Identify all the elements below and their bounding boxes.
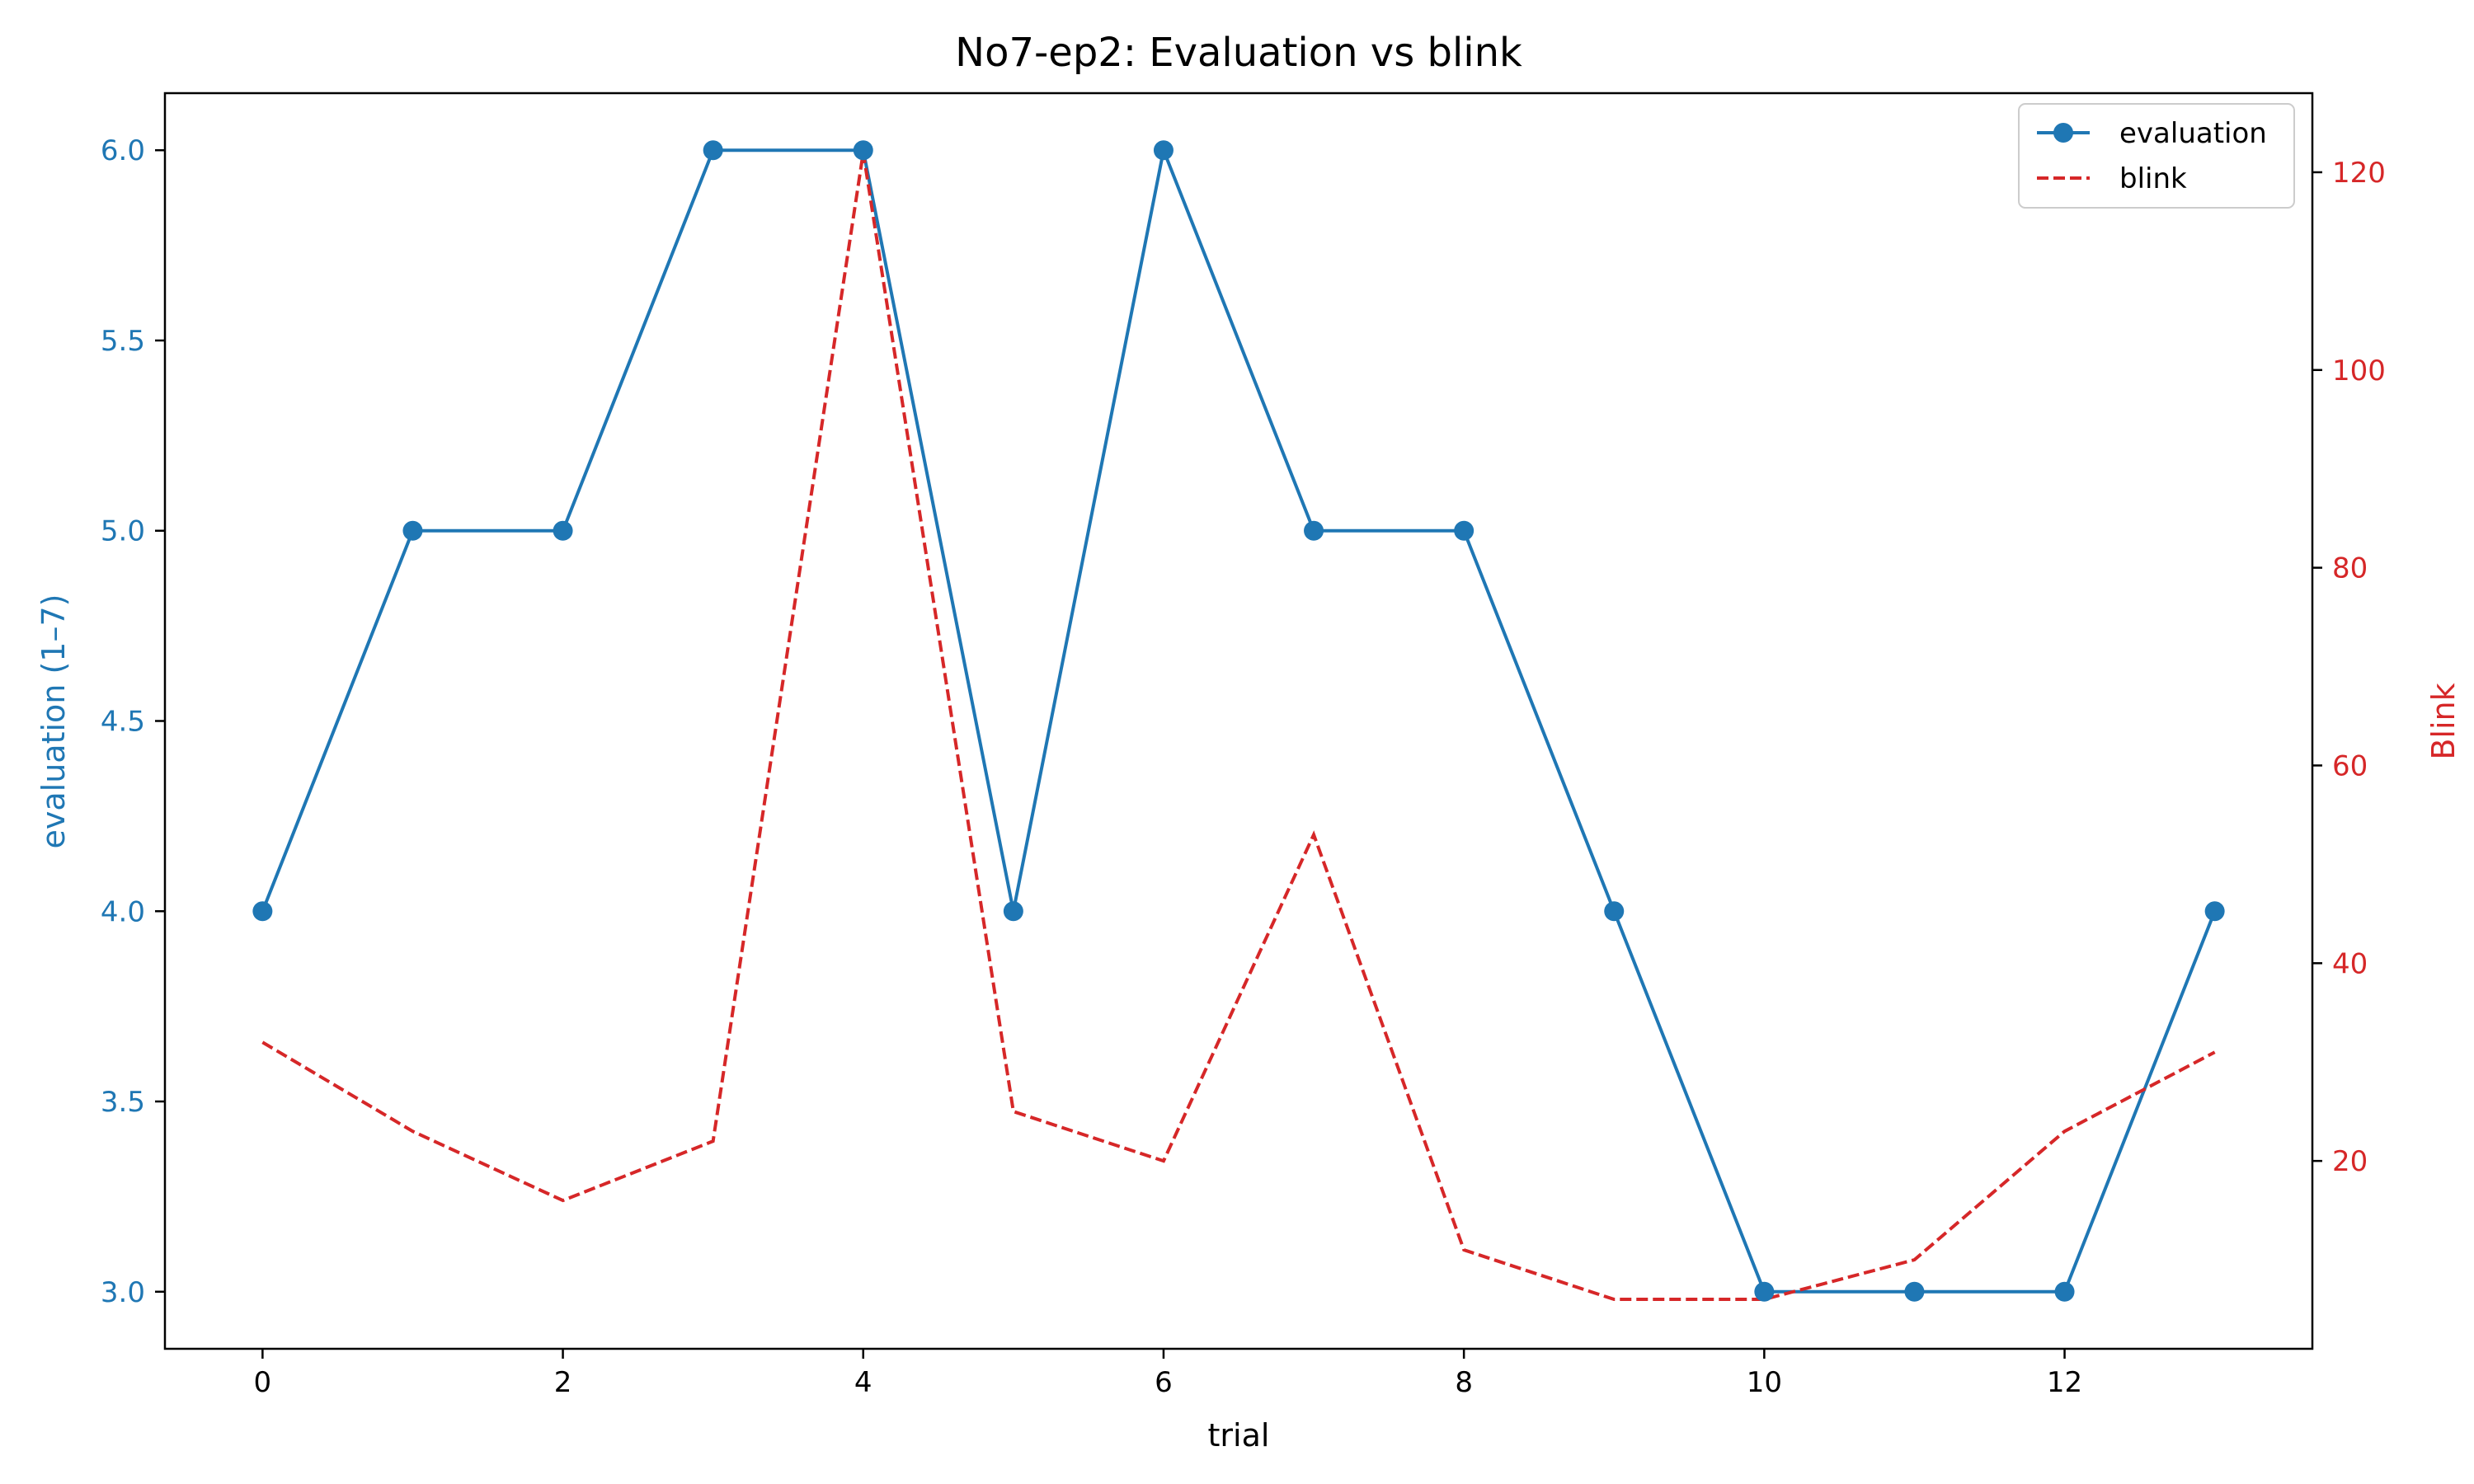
evaluation-point (252, 901, 273, 922)
evaluation-point (1003, 901, 1023, 922)
legend-evaluation-label: evaluation (2119, 117, 2267, 150)
evaluation-point (703, 140, 723, 161)
x-tick-label: 4 (854, 1366, 872, 1399)
y-left-tick-label: 3.5 (101, 1086, 145, 1119)
series-layer (252, 140, 2225, 1302)
y-right-tick-label: 40 (2332, 947, 2368, 980)
x-tick-label: 10 (1747, 1366, 1782, 1399)
evaluation-point (1153, 140, 1174, 161)
y-left-tick-label: 6.0 (101, 134, 145, 167)
x-tick-label: 0 (254, 1366, 272, 1399)
y-axis-right: 20 40 60 80 100 120 (2312, 157, 2386, 1178)
evaluation-point (553, 520, 573, 541)
x-tick-label: 6 (1155, 1366, 1173, 1399)
y-left-tick-label: 3.0 (101, 1276, 145, 1309)
evaluation-point (1304, 520, 1324, 541)
evaluation-point (402, 520, 423, 541)
evaluation-point (1904, 1281, 1925, 1302)
y-right-tick-label: 60 (2332, 749, 2368, 782)
y-left-tick-label: 4.0 (101, 895, 145, 928)
legend-evaluation-marker (2053, 123, 2073, 143)
evaluation-point (1454, 520, 1475, 541)
chart-title: No7-ep2: Evaluation vs blink (955, 30, 1522, 76)
y-axis-left-label: evaluation (1–7) (35, 594, 72, 849)
x-tick-label: 8 (1455, 1366, 1473, 1399)
y-axis-right-label: Blink (2425, 683, 2462, 759)
evaluation-line (261, 148, 2217, 1294)
y-right-tick-label: 80 (2332, 552, 2368, 585)
legend-blink-label: blink (2119, 162, 2187, 195)
y-axis-left: 3.0 3.5 4.0 4.5 5.0 5.5 6.0 (101, 134, 165, 1309)
y-left-tick-label: 4.5 (101, 706, 145, 739)
y-right-tick-label: 120 (2332, 157, 2386, 190)
x-tick-label: 12 (2047, 1366, 2082, 1399)
legend: evaluation blink (2018, 103, 2295, 209)
evaluation-point (853, 140, 873, 161)
legend-frame (2018, 103, 2295, 209)
x-tick-label: 2 (554, 1366, 572, 1399)
evaluation-point (2204, 901, 2225, 922)
evaluation-point (2054, 1281, 2075, 1302)
evaluation-point (1754, 1281, 1775, 1302)
evaluation-point (1604, 901, 1625, 922)
y-left-tick-label: 5.0 (101, 515, 145, 548)
blink-line (261, 152, 2216, 1302)
x-axis-label: trial (1208, 1417, 1270, 1453)
plot-area (163, 92, 2314, 1350)
y-left-tick-label: 5.5 (101, 325, 145, 358)
y-right-tick-label: 20 (2332, 1145, 2368, 1178)
x-axis: 0 2 4 6 8 10 12 (254, 1349, 2082, 1399)
y-right-tick-label: 100 (2332, 355, 2386, 387)
